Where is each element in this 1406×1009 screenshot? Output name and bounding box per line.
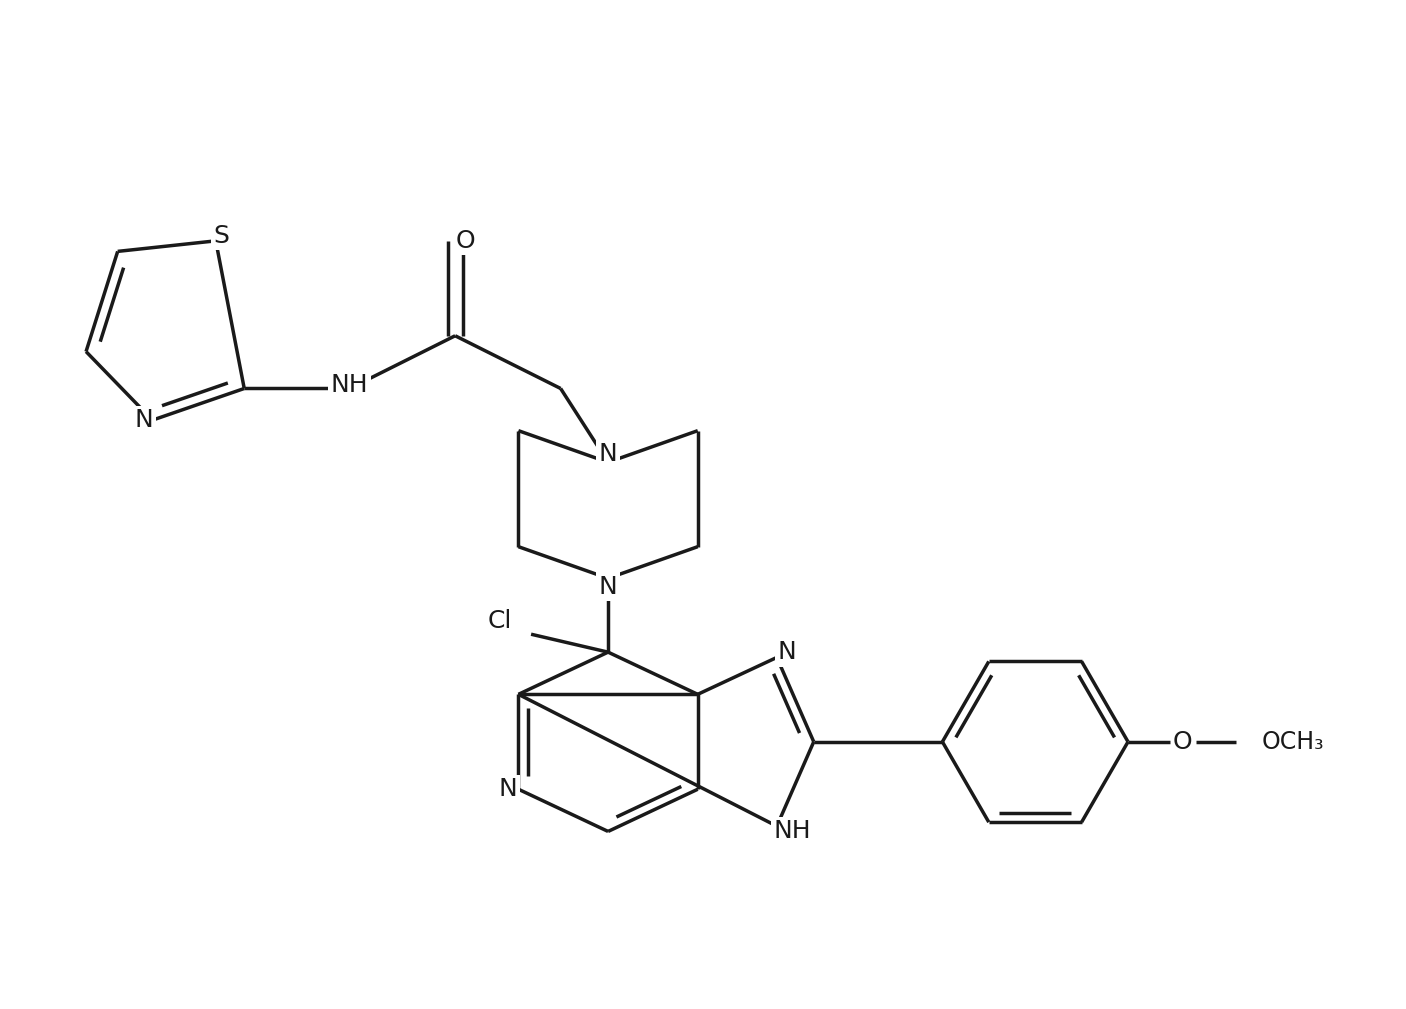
- Text: N: N: [135, 408, 153, 432]
- Text: NH: NH: [330, 373, 368, 398]
- Text: N: N: [499, 777, 517, 801]
- Text: S: S: [214, 224, 229, 247]
- Text: N: N: [778, 640, 797, 664]
- Text: OCH₃: OCH₃: [1263, 730, 1324, 754]
- Text: NH: NH: [773, 819, 811, 844]
- Text: O: O: [456, 229, 475, 253]
- Text: N: N: [599, 442, 617, 466]
- Text: Cl: Cl: [488, 608, 512, 633]
- Text: O: O: [1173, 730, 1192, 754]
- Text: N: N: [599, 575, 617, 598]
